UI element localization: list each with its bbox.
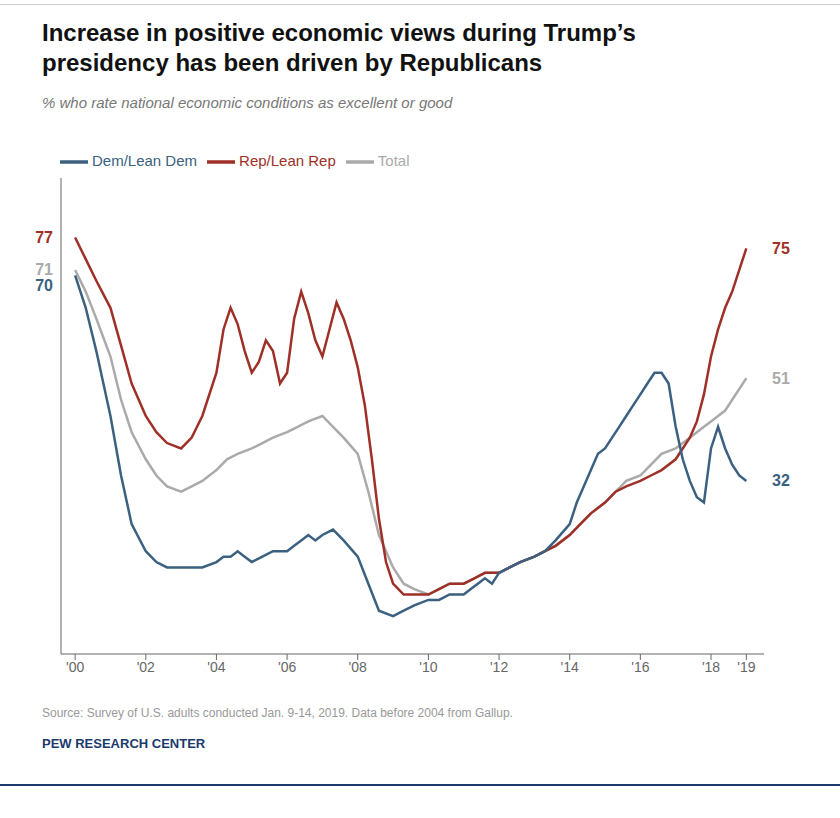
svg-text:'04: '04 (207, 659, 225, 675)
svg-text:70: 70 (35, 277, 53, 294)
html-text:Dem/Lean Dem: Dem/Lean Dem (92, 152, 197, 169)
svg-text:'06: '06 (278, 659, 296, 675)
svg-text:'19: '19 (737, 659, 755, 675)
svg-text:'18: '18 (702, 659, 720, 675)
svg-text:'02: '02 (137, 659, 155, 675)
svg-text:51: 51 (772, 370, 790, 387)
svg-text:'12: '12 (490, 659, 508, 675)
html-text:presidency has been driven by: presidency has been driven by Republican… (42, 49, 543, 76)
svg-text:75: 75 (772, 240, 790, 257)
svg-text:'08: '08 (349, 659, 367, 675)
svg-text:32: 32 (772, 472, 790, 489)
html-text:PEW RESEARCH CENTER: PEW RESEARCH CENTER (42, 736, 206, 751)
svg-text:77: 77 (35, 229, 53, 246)
html-text:Increase in positive economic: Increase in positive economic views duri… (42, 19, 636, 46)
svg-text:'00: '00 (66, 659, 84, 675)
html-text:Source: Survey of U.S. adults: Source: Survey of U.S. adults conducted … (42, 706, 513, 720)
svg-text:'10: '10 (419, 659, 437, 675)
svg-text:'14: '14 (561, 659, 579, 675)
html-text:Total: Total (377, 152, 410, 169)
svg-text:'16: '16 (631, 659, 649, 675)
html-text:% who rate national economic c: % who rate national economic conditions … (42, 94, 453, 111)
svg-text:71: 71 (35, 261, 53, 278)
html-text:Rep/Lean Rep: Rep/Lean Rep (239, 152, 336, 169)
